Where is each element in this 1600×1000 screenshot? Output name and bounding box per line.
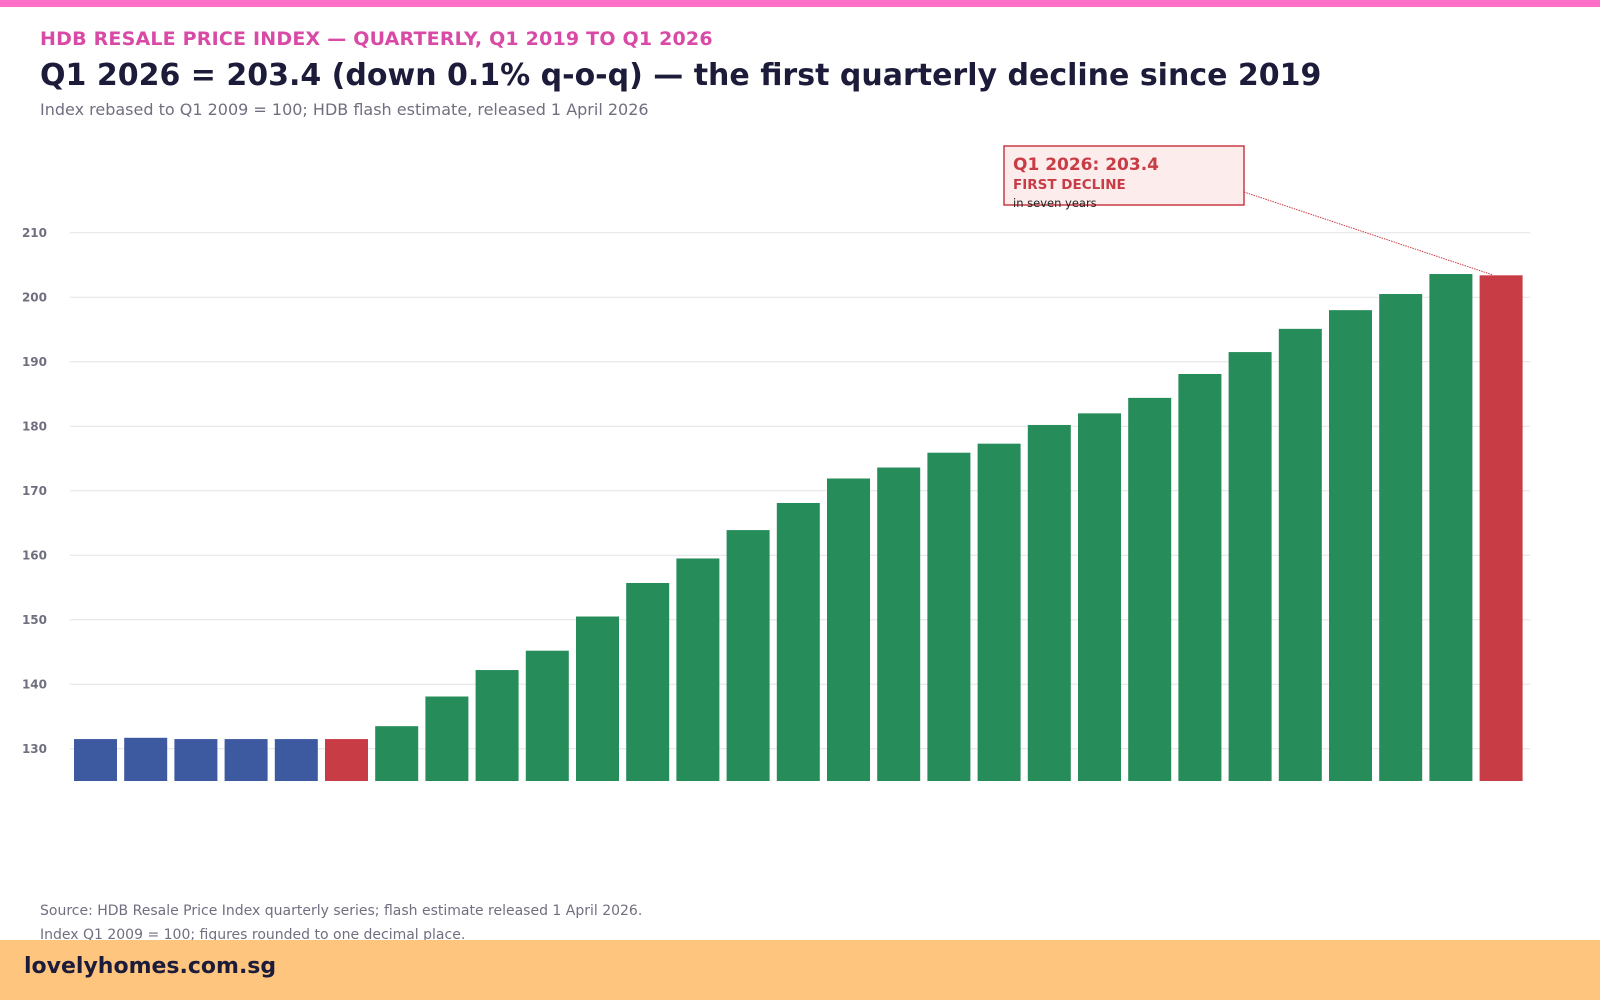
- x-tick-label: Q1'22: [672, 788, 708, 790]
- top-accent-bar: [0, 0, 1600, 7]
- y-tick-label: 140: [22, 677, 47, 691]
- bar: [726, 530, 770, 781]
- y-tick-label: 130: [22, 742, 47, 756]
- source-note: Source: HDB Resale Price Index quarterly…: [40, 899, 642, 947]
- bar: [1329, 310, 1372, 781]
- brand-name: lovelyhomes.com.sg: [24, 954, 277, 979]
- bar: [676, 558, 720, 781]
- source-line-1: Source: HDB Resale Price Index quarterly…: [40, 903, 643, 919]
- chart-kicker: HDB RESALE PRICE INDEX — QUARTERLY, Q1 2…: [40, 28, 713, 50]
- x-tick-label: Q1'24: [1074, 788, 1110, 790]
- bar: [475, 670, 519, 781]
- bar: [274, 739, 318, 781]
- bar: [325, 739, 368, 781]
- bar: [224, 739, 268, 781]
- y-axis-ticks: 130 140 150 160 170 180 190 200 210: [22, 226, 47, 756]
- y-tick-label: 170: [22, 484, 47, 498]
- bar: [877, 467, 921, 781]
- bar: [375, 726, 419, 781]
- footer-bar: lovelyhomes.com.sg: [0, 940, 1600, 1000]
- bar: [174, 739, 218, 781]
- bar: [977, 443, 1021, 781]
- bar: [626, 582, 670, 781]
- x-tick-label: Q1'23: [873, 788, 909, 790]
- y-tick-label: 150: [22, 613, 47, 627]
- annotation-label: FIRST DECLINE: [1013, 177, 1126, 193]
- bar: [1228, 352, 1272, 781]
- x-axis-ticks: Q1'19 Q1'20 Q1'21 Q1'22 Q1'23 Q1'24 Q1'25 Q1'26: [70, 788, 1512, 790]
- bar: [74, 739, 117, 781]
- chart-subtitle: Index rebased to Q1 2009 = 100; HDB flas…: [40, 100, 649, 119]
- bar: [827, 478, 870, 781]
- annotation-box: [1003, 145, 1245, 206]
- bar: [776, 503, 820, 781]
- annotation-title: Q1 2026: 203.4: [1013, 155, 1159, 175]
- x-tick-label: Q1'21: [471, 788, 507, 790]
- bar: [1027, 424, 1071, 781]
- bar: [425, 696, 469, 781]
- y-tick-label: 200: [22, 290, 47, 304]
- bar: [576, 616, 619, 781]
- chart-headline: Q1 2026 = 203.4 (down 0.1% q-o-q) — the …: [40, 58, 1322, 93]
- bar: [1178, 374, 1222, 781]
- x-tick-label: Q1'19: [70, 788, 106, 790]
- annotation-note: in seven years: [1013, 196, 1097, 210]
- bar: [1379, 294, 1423, 781]
- bar: [1429, 274, 1473, 781]
- y-tick-label: 210: [22, 226, 47, 240]
- annotation-leader-line: [1243, 191, 1494, 276]
- x-tick-label: Q1'20: [270, 788, 306, 790]
- x-tick-label: Q1'25: [1274, 788, 1310, 790]
- bars: [74, 274, 1523, 781]
- bar: [927, 452, 971, 781]
- bar: [1278, 328, 1322, 781]
- y-tick-label: 190: [22, 355, 47, 369]
- bar: [1078, 413, 1121, 781]
- bar: [525, 650, 569, 781]
- grid-lines: [70, 232, 1530, 750]
- source-line-2: Index Q1 2009 = 100; figures rounded to …: [40, 927, 466, 943]
- bar: [124, 737, 168, 781]
- y-tick-label: 160: [22, 548, 47, 562]
- x-tick-label: Q1'26: [1475, 788, 1511, 790]
- y-tick-label: 180: [22, 419, 47, 433]
- bar: [1128, 397, 1172, 781]
- bar: [1479, 275, 1523, 781]
